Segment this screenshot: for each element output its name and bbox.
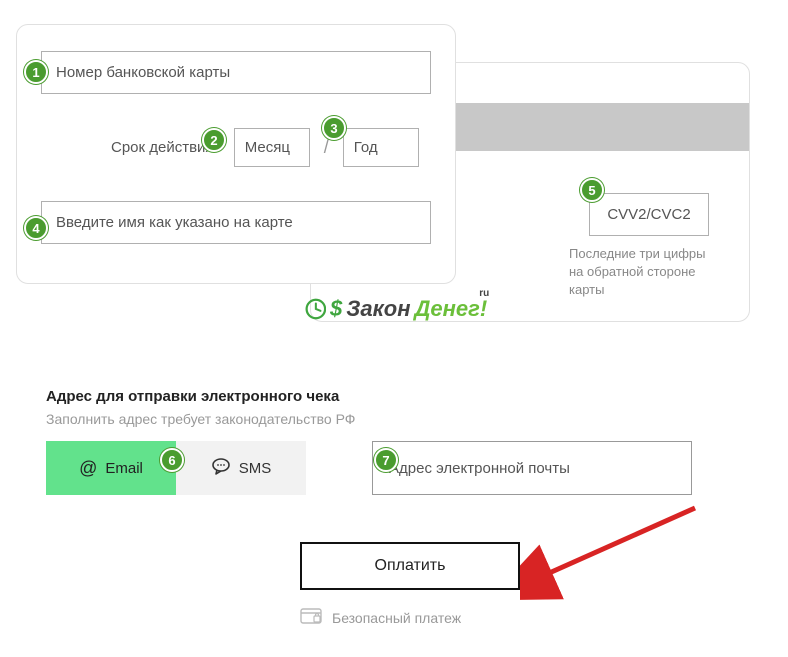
cardholder-name-input[interactable]: Введите имя как указано на карте: [41, 201, 431, 244]
watermark-text-1: Закон: [346, 296, 410, 322]
sms-icon: [211, 457, 231, 479]
watermark-text-2: Денег!: [415, 296, 488, 321]
card-number-input[interactable]: Номер банковской карты: [41, 51, 431, 94]
cvv-hint-text: Последние три цифры на обратной стороне …: [569, 245, 709, 300]
step-badge-4: 4: [24, 216, 48, 240]
secure-payment-label: Безопасный платеж: [332, 610, 461, 626]
pay-button[interactable]: Оплатить: [300, 542, 520, 590]
clock-dollar-icon: [302, 297, 326, 321]
receipt-section: Адрес для отправки электронного чека Зап…: [46, 388, 746, 495]
dollar-icon: $: [330, 296, 342, 322]
secure-payment-row: Безопасный платеж: [300, 608, 461, 627]
card-lock-icon: [300, 608, 322, 627]
receipt-tabs: @ Email SMS Адрес электронной почты: [46, 441, 746, 495]
watermark-logo: $ Закон Денег! ru: [302, 296, 487, 322]
annotation-arrow: [520, 500, 710, 600]
expiry-separator: /: [320, 137, 333, 158]
tab-email-label: Email: [105, 460, 143, 477]
step-badge-6: 6: [160, 448, 184, 472]
step-badge-3: 3: [322, 116, 346, 140]
step-badge-2: 2: [202, 128, 226, 152]
cvv-input[interactable]: CVV2/CVC2: [589, 193, 709, 236]
receipt-title: Адрес для отправки электронного чека: [46, 388, 746, 405]
email-address-input[interactable]: Адрес электронной почты: [372, 441, 692, 495]
at-icon: @: [79, 458, 97, 479]
step-badge-5: 5: [580, 178, 604, 202]
tab-sms-label: SMS: [239, 460, 272, 477]
expiry-year-input[interactable]: Год: [343, 128, 419, 167]
step-badge-7: 7: [374, 448, 398, 472]
card-front-panel: Номер банковской карты Срок действия: Ме…: [16, 24, 456, 284]
step-badge-1: 1: [24, 60, 48, 84]
tab-email[interactable]: @ Email: [46, 441, 176, 495]
expiry-row: Срок действия: Месяц / Год: [41, 128, 431, 167]
watermark-ru: ru: [479, 288, 489, 299]
receipt-subtitle: Заполнить адрес требует законодательство…: [46, 411, 746, 427]
expiry-month-input[interactable]: Месяц: [234, 128, 310, 167]
tab-sms[interactable]: SMS: [176, 441, 306, 495]
